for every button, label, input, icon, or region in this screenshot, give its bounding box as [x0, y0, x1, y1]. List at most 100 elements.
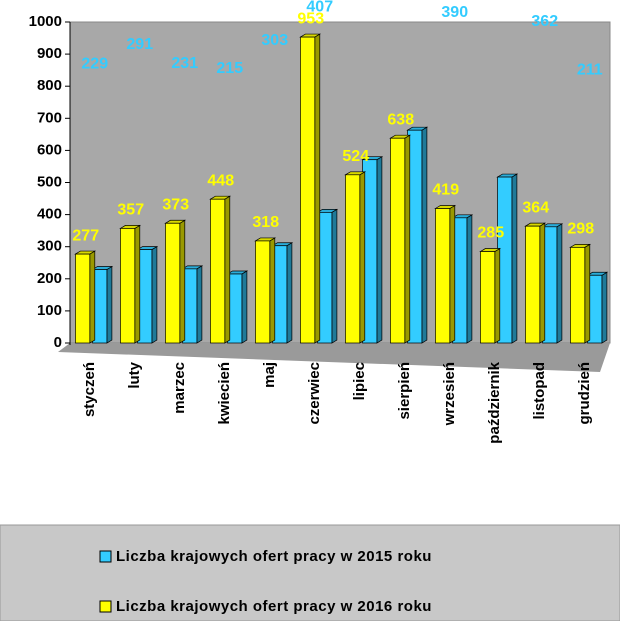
y-tick-label: 500: [37, 173, 62, 190]
bar-side: [494, 247, 501, 344]
bar-side: [404, 134, 411, 344]
y-tick-label: 200: [37, 270, 62, 287]
bar-side: [106, 265, 113, 344]
plot-floor: [58, 343, 610, 372]
x-tick-label: kwiecień: [216, 362, 233, 425]
bar-front: [300, 36, 316, 344]
x-tick-label: lipiec: [351, 362, 368, 400]
bar-front: [120, 228, 136, 344]
bar: [316, 208, 339, 344]
value-label: 448: [207, 172, 234, 189]
bar: [524, 222, 547, 344]
bar-side: [196, 265, 203, 344]
bar-side: [556, 223, 563, 344]
legend-label: Liczba krajowych ofert pracy w 2015 roku: [116, 548, 432, 565]
value-label: 419: [432, 182, 459, 199]
bar: [181, 265, 204, 344]
y-tick-label: 100: [37, 302, 62, 319]
y-tick-label: 1000: [29, 13, 62, 30]
value-label: 211: [577, 61, 603, 78]
y-tick-label: 700: [37, 109, 62, 126]
bar-side: [539, 222, 546, 344]
y-tick-label: 0: [54, 334, 62, 351]
value-label: 277: [72, 227, 99, 244]
bar: [164, 219, 187, 344]
bar-front: [165, 222, 181, 344]
bar: [406, 126, 429, 344]
value-label: 357: [117, 202, 144, 219]
bar: [226, 270, 249, 344]
bar-front: [210, 198, 226, 344]
value-label: 303: [261, 32, 288, 49]
bar-side: [466, 214, 473, 344]
bar: [74, 250, 97, 344]
bar-side: [601, 271, 608, 344]
x-tick-label: czerwiec: [306, 362, 323, 425]
bar-side: [151, 245, 158, 344]
bar: [209, 195, 232, 344]
legend-label: Liczba krajowych ofert pracy w 2016 roku: [116, 598, 432, 615]
bar: [496, 173, 519, 344]
bar-front: [570, 246, 586, 344]
bar-side: [241, 270, 248, 344]
value-label: 390: [441, 4, 468, 21]
bar-front: [390, 137, 406, 344]
bar-front: [255, 240, 271, 344]
bar: [541, 223, 564, 344]
x-tick-label: sierpień: [396, 362, 413, 420]
x-tick-label: styczeń: [81, 362, 98, 417]
bar-side: [449, 204, 456, 344]
x-tick-label: maj: [261, 362, 278, 388]
bar-front: [480, 251, 496, 344]
bar: [299, 33, 322, 344]
bar-side: [134, 224, 141, 344]
value-label: 298: [567, 221, 594, 238]
x-tick-label: marzec: [171, 362, 188, 414]
y-tick-label: 800: [37, 77, 62, 94]
bar-side: [511, 173, 518, 344]
bar: [119, 224, 142, 344]
x-tick-label: luty: [126, 361, 143, 388]
x-tick-label: październik: [486, 361, 503, 443]
bar-side: [286, 242, 293, 344]
bar-side: [224, 195, 231, 344]
bar: [451, 214, 474, 344]
bar-side: [359, 171, 366, 344]
value-label: 364: [522, 199, 549, 216]
bar-side: [179, 219, 186, 344]
bar-front: [435, 208, 451, 344]
bar-side: [314, 33, 321, 344]
value-label: 362: [531, 13, 558, 30]
value-label: 407: [306, 0, 333, 16]
value-label: 285: [477, 225, 504, 242]
legend-swatch: [99, 550, 112, 563]
value-label: 373: [162, 196, 189, 213]
x-tick-label: wrzesień: [441, 362, 458, 426]
bar: [91, 265, 114, 344]
bar-side: [89, 250, 96, 344]
bar: [389, 134, 412, 344]
bar: [586, 271, 609, 344]
bar: [136, 245, 159, 344]
x-tick-label: grudzień: [576, 362, 593, 425]
x-tick-label: listopad: [531, 362, 548, 420]
bar-front: [345, 174, 361, 344]
value-label: 953: [297, 10, 324, 27]
bar-front: [75, 253, 91, 344]
bar: [344, 171, 367, 344]
y-tick-label: 400: [37, 206, 62, 223]
bar: [361, 156, 384, 344]
bar-side: [421, 126, 428, 344]
bar-front: [525, 225, 541, 344]
bar: [254, 237, 277, 344]
value-label: 215: [216, 60, 243, 77]
bar: [271, 242, 294, 344]
value-label: 229: [81, 56, 108, 73]
legend-swatch: [99, 600, 112, 613]
value-label: 291: [126, 36, 153, 53]
value-label: 318: [252, 214, 279, 231]
bar: [479, 247, 502, 344]
bar-side: [331, 208, 338, 344]
y-tick-label: 900: [37, 45, 62, 62]
